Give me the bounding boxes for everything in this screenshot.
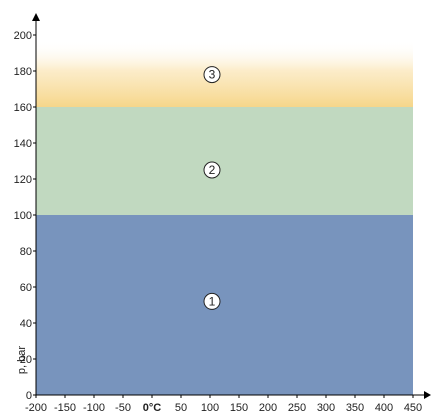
x-axis-arrow-icon	[424, 391, 431, 399]
x-tick-label: 250	[288, 402, 306, 414]
zone-2-marker: 2	[203, 161, 221, 179]
y-tick-label: 20	[20, 354, 32, 366]
y-tick-label: 40	[20, 318, 32, 330]
x-tick-label: 200	[259, 402, 277, 414]
x-tick-label: 0°C	[143, 402, 162, 414]
x-tick-label: -150	[54, 402, 76, 414]
zone-3-area	[36, 40, 413, 107]
x-tick-label: 100	[201, 402, 219, 414]
y-tick-label: 180	[14, 66, 32, 78]
y-tick-label: 200	[14, 30, 32, 42]
x-tick-label: -100	[83, 402, 105, 414]
x-tick-label: 150	[230, 402, 248, 414]
zone-3-label: 3	[209, 68, 216, 82]
x-tick-label: 300	[317, 402, 335, 414]
y-tick-label: 100	[14, 210, 32, 222]
zone-3-marker-circle	[203, 66, 221, 84]
x-tick-label: 450	[404, 402, 422, 414]
axes-layer: 0 20 40 60 80 100 120 140 160 180 200 -200 -150 -100-…	[14, 13, 431, 414]
zone-3-marker: 3	[203, 66, 221, 84]
x-tick-label: 50	[175, 402, 187, 414]
zones-layer	[36, 40, 413, 395]
y-tick-label: 160	[14, 102, 32, 114]
zone-2-marker-circle	[203, 161, 221, 179]
zone-1-marker: 1	[203, 292, 221, 310]
y-tick-label: 140	[14, 138, 32, 150]
zone-2-label: 2	[209, 163, 216, 177]
zone-1-label: 1	[209, 294, 216, 308]
x-tick-label: 350	[346, 402, 364, 414]
zone-1-area	[36, 215, 413, 395]
y-tick-label: 120	[14, 174, 32, 186]
y-tick-label: 80	[20, 246, 32, 258]
x-tick-label: 400	[375, 402, 393, 414]
labels-layer: 1 2 3	[203, 66, 221, 310]
y-axis-arrow-icon	[32, 13, 40, 21]
y-tick-label: 60	[20, 282, 32, 294]
y-tick-label: 0	[26, 390, 32, 402]
zone-1-marker-circle	[203, 292, 221, 310]
zone-2-area	[36, 107, 413, 215]
y-axis-label: p, bar	[16, 346, 28, 374]
x-tick-label: -50	[115, 402, 131, 414]
x-tick-label: -200	[25, 402, 47, 414]
